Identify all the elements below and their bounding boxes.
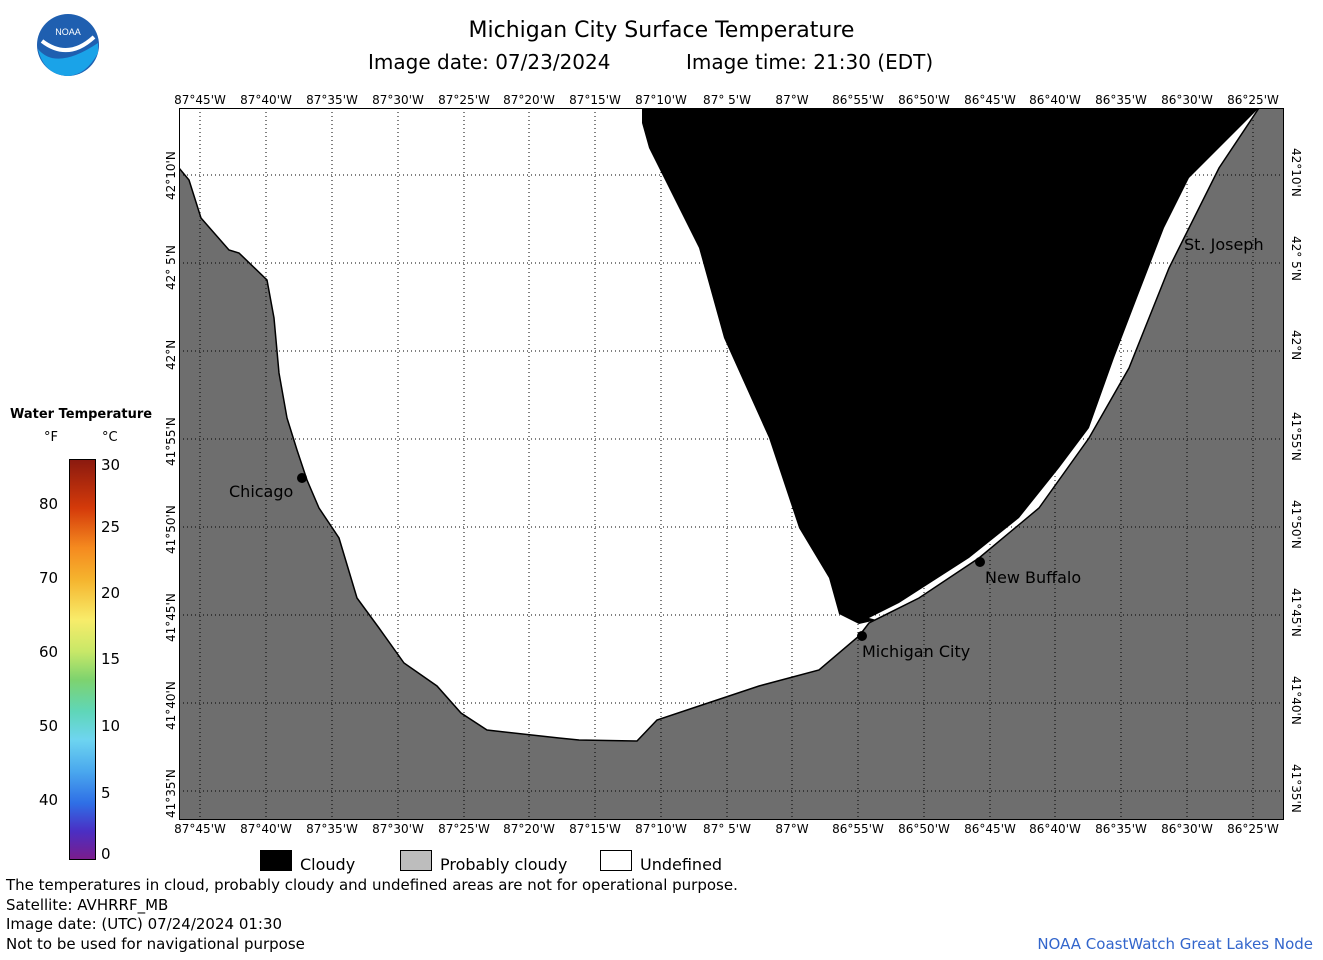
legend-tick-c: 0 <box>101 845 111 863</box>
legend-tick-c: 10 <box>101 717 121 735</box>
lon-label: 87°25'W <box>438 93 490 107</box>
lat-label: 41°45'N <box>164 593 178 642</box>
legend-tick-c: 25 <box>101 518 121 536</box>
lon-label: 86°50'W <box>898 93 950 107</box>
footer-nav-warning: Not to be used for navigational purpose <box>6 935 305 953</box>
lon-label: 86°30'W <box>1161 93 1213 107</box>
lon-label: 86°25'W <box>1227 93 1279 107</box>
key-swatch-undefined <box>600 850 632 871</box>
noaa-logo: NOAA <box>36 13 100 77</box>
lon-label: 87° 5'W <box>703 93 751 107</box>
legend-tick-c: 5 <box>101 784 111 802</box>
lat-label: 42°N <box>164 339 178 370</box>
lon-label: 87°15'W <box>569 822 621 836</box>
noaa-logo-icon: NOAA <box>37 14 99 76</box>
lat-label: 42° 5'N <box>164 245 178 290</box>
place-new-buffalo: New Buffalo <box>985 568 1082 587</box>
lon-label: 87°40'W <box>240 822 292 836</box>
lon-label: 86°35'W <box>1095 93 1147 107</box>
lon-label: 86°45'W <box>964 93 1016 107</box>
lon-label: 87°15'W <box>569 93 621 107</box>
legend-tick-f: 40 <box>39 791 59 809</box>
legend-title: Water Temperature <box>10 407 153 422</box>
lat-label: 42°10'N <box>1289 148 1303 197</box>
lon-label: 87°30'W <box>372 822 424 836</box>
lon-label: 86°40'W <box>1029 822 1081 836</box>
land-region <box>179 108 1284 820</box>
lon-label: 87°45'W <box>174 822 226 836</box>
lon-label: 86°45'W <box>964 822 1016 836</box>
footer-satellite: Satellite: AVHRRF_MB <box>6 896 169 914</box>
key-swatch-probably-cloudy <box>400 850 432 871</box>
map-gridlines <box>179 108 1284 820</box>
lat-label: 41°35'N <box>1289 764 1303 813</box>
noaa-logo-text: NOAA <box>55 27 81 37</box>
lon-label: 87°10'W <box>635 93 687 107</box>
legend-tick-c: 30 <box>101 456 121 474</box>
footer-utc-date: Image date: (UTC) 07/24/2024 01:30 <box>6 915 283 933</box>
lon-label: 87°35'W <box>306 93 358 107</box>
lat-label: 41°35'N <box>164 769 178 818</box>
lat-label: 41°40'N <box>164 681 178 730</box>
legend-tick-f: 70 <box>39 569 59 587</box>
michigan-city-marker <box>857 631 867 641</box>
legend-tick-c: 15 <box>101 650 121 668</box>
map-panel <box>179 108 1284 820</box>
key-label-cloudy: Cloudy <box>300 855 356 874</box>
lon-label: 86°55'W <box>832 93 884 107</box>
footer-credit: NOAA CoastWatch Great Lakes Node <box>1037 935 1313 953</box>
lon-label: 86°35'W <box>1095 822 1147 836</box>
lon-label: 87°40'W <box>240 93 292 107</box>
place-michigan-city: Michigan City <box>862 642 971 661</box>
chicago-marker <box>297 473 307 483</box>
legend-unit-f: °F <box>44 430 58 445</box>
place-chicago: Chicago <box>229 482 294 501</box>
footer-disclaimer: The temperatures in cloud, probably clou… <box>6 876 738 894</box>
lat-label: 41°50'N <box>1289 500 1303 549</box>
lon-label: 86°55'W <box>832 822 884 836</box>
lon-label: 86°50'W <box>898 822 950 836</box>
legend-tick-f: 60 <box>39 643 59 661</box>
lon-label: 87°20'W <box>503 822 555 836</box>
lat-label: 42°10'N <box>164 151 178 200</box>
lat-label: 41°55'N <box>164 417 178 466</box>
cloudy-region <box>642 108 1259 624</box>
image-date: Image date: 07/23/2024 <box>368 50 611 74</box>
lon-label: 87° 5'W <box>703 822 751 836</box>
lon-label: 87°W <box>775 822 809 836</box>
lat-label: 42° 5'N <box>1289 236 1303 281</box>
key-swatch-cloudy <box>260 850 292 871</box>
lat-label: 41°55'N <box>1289 412 1303 461</box>
lon-label: 86°30'W <box>1161 822 1213 836</box>
lon-label: 87°45'W <box>174 93 226 107</box>
lat-label: 41°45'N <box>1289 588 1303 637</box>
lon-label: 87°25'W <box>438 822 490 836</box>
image-time: Image time: 21:30 (EDT) <box>686 50 934 74</box>
lon-label: 87°20'W <box>503 93 555 107</box>
lon-label: 86°25'W <box>1227 822 1279 836</box>
lon-label: 87°10'W <box>635 822 687 836</box>
lon-label: 86°40'W <box>1029 93 1081 107</box>
page-title: Michigan City Surface Temperature <box>468 18 855 43</box>
temperature-colorbar <box>69 459 96 860</box>
legend-tick-c: 20 <box>101 584 121 602</box>
lon-label: 87°30'W <box>372 93 424 107</box>
legend-tick-f: 80 <box>39 495 59 513</box>
legend-tick-f: 50 <box>39 717 59 735</box>
key-label-undefined: Undefined <box>640 855 723 874</box>
lon-label: 87°W <box>775 93 809 107</box>
lat-label: 41°40'N <box>1289 676 1303 725</box>
lat-label: 42°N <box>1289 330 1303 361</box>
legend-unit-c: °C <box>102 430 118 445</box>
lat-label: 41°50'N <box>164 505 178 554</box>
place-st-joseph: St. Joseph <box>1184 235 1264 254</box>
lon-label: 87°35'W <box>306 822 358 836</box>
new-buffalo-marker <box>975 557 985 567</box>
key-label-probably-cloudy: Probably cloudy <box>440 855 568 874</box>
